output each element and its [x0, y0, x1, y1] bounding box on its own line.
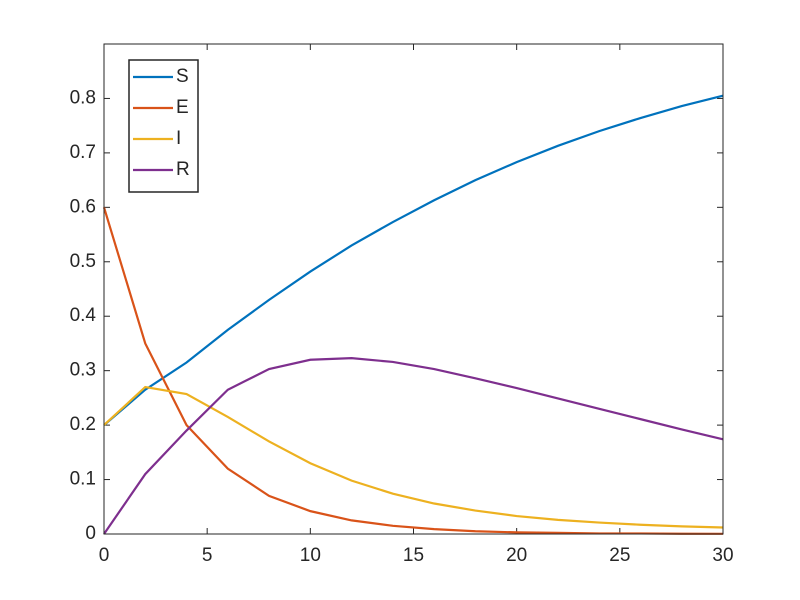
y-tick-label: 0.4: [70, 305, 97, 326]
x-tick-label: 15: [403, 545, 424, 566]
x-tick-label: 20: [506, 545, 527, 566]
legend-label: I: [176, 128, 181, 149]
x-tick-label: 10: [300, 545, 321, 566]
y-tick-label: 0.8: [70, 87, 96, 108]
y-tick-label: 0.2: [70, 414, 96, 435]
legend-label: E: [176, 97, 189, 118]
series-line: [103, 94, 724, 426]
legend-label: S: [176, 66, 189, 87]
series-line: [103, 357, 724, 535]
x-tick-label: 25: [609, 545, 630, 566]
y-tick-label: 0.5: [70, 251, 96, 272]
y-tick-label: 0.1: [70, 469, 96, 490]
y-tick-label: 0: [85, 523, 96, 544]
x-tick-label: 5: [202, 545, 213, 566]
y-tick-label: 0.7: [70, 142, 96, 163]
x-tick-label: 0: [99, 545, 110, 566]
y-tick-label: 0.3: [70, 360, 96, 381]
series-line: [103, 385, 724, 529]
axes-box: [103, 43, 724, 535]
y-tick-label: 0.6: [70, 196, 96, 217]
series-line: [102, 207, 724, 535]
x-tick-label: 30: [712, 545, 733, 566]
legend-label: R: [176, 159, 190, 180]
